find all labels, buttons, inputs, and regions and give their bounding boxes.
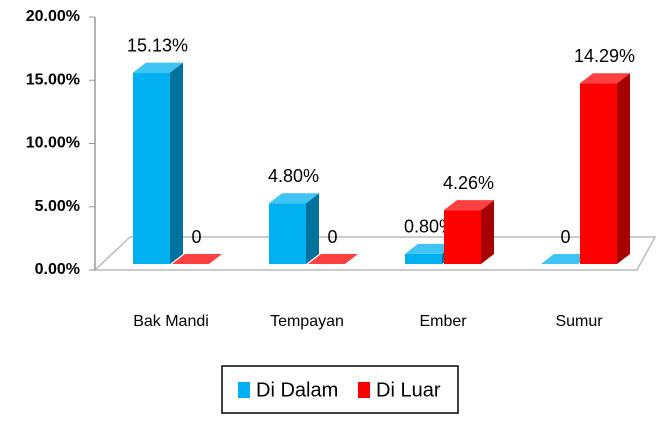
floor bbox=[93, 236, 657, 271]
y-tick-label: 20.00% bbox=[26, 8, 80, 25]
bar bbox=[133, 62, 183, 264]
y-tick-label: 15.00% bbox=[26, 71, 80, 88]
bar-side bbox=[170, 62, 183, 264]
bar-front bbox=[444, 210, 481, 264]
bar bbox=[308, 254, 358, 264]
legend-swatch bbox=[238, 382, 250, 398]
bar-front bbox=[269, 203, 306, 264]
value-label: 4.80% bbox=[268, 166, 319, 186]
legend-label: Di Luar bbox=[376, 379, 441, 401]
bar-top bbox=[172, 254, 222, 264]
bar-top bbox=[405, 243, 455, 254]
value-label: 0.80% bbox=[404, 217, 455, 237]
value-label: 15.13% bbox=[127, 35, 188, 55]
x-tick-label: Sumur bbox=[555, 313, 603, 330]
value-label: 4.26% bbox=[443, 173, 494, 193]
bar-front bbox=[405, 253, 442, 264]
value-label: 0 bbox=[327, 227, 337, 247]
bar-top bbox=[308, 254, 358, 264]
x-tick-label: Ember bbox=[419, 313, 467, 330]
bar-top bbox=[580, 73, 630, 84]
bar-side bbox=[306, 193, 319, 264]
y-tick-label: 0.00% bbox=[35, 261, 80, 278]
bar bbox=[580, 73, 630, 264]
y-tick-label: 5.00% bbox=[35, 198, 80, 215]
bar-top bbox=[269, 193, 319, 204]
bar bbox=[269, 193, 319, 264]
bar-front bbox=[580, 83, 617, 264]
y-tick-label: 10.00% bbox=[26, 135, 80, 152]
bar bbox=[541, 254, 591, 264]
bar-top bbox=[133, 62, 183, 73]
legend-swatch bbox=[358, 382, 370, 398]
legend-label: Di Dalam bbox=[256, 379, 338, 401]
x-tick-label: Bak Mandi bbox=[133, 313, 209, 330]
value-label: 0 bbox=[560, 227, 570, 247]
legend bbox=[221, 365, 459, 414]
bar bbox=[444, 200, 494, 264]
bar-side bbox=[481, 200, 494, 264]
bar-front bbox=[133, 72, 170, 264]
bar-side bbox=[617, 73, 630, 264]
bar-top bbox=[541, 254, 591, 264]
x-tick-label: Tempayan bbox=[270, 313, 344, 330]
value-label: 0 bbox=[191, 227, 201, 247]
bar bbox=[172, 254, 222, 264]
bar-top bbox=[444, 200, 494, 211]
value-label: 14.29% bbox=[574, 46, 635, 66]
